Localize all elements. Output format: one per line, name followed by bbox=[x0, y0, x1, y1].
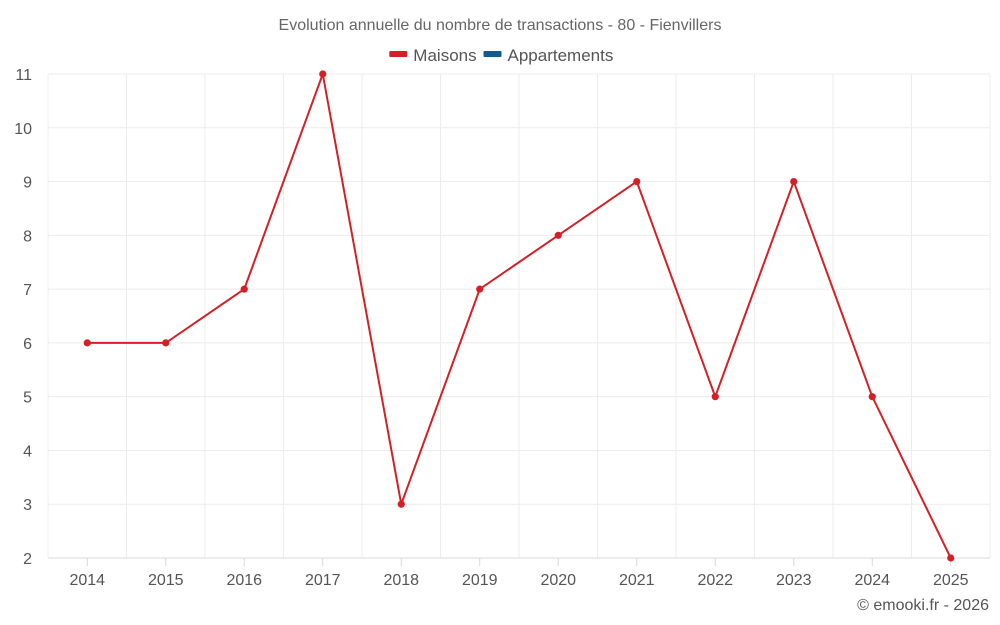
y-tick-label: 6 bbox=[23, 336, 32, 353]
legend-item-maisons[interactable]: Maisons bbox=[389, 46, 477, 65]
x-tick-label: 2019 bbox=[462, 572, 498, 589]
x-tick-label: 2015 bbox=[148, 572, 184, 589]
legend: Maisons Appartements bbox=[389, 46, 613, 65]
y-tick-label: 4 bbox=[23, 443, 32, 460]
y-tick-label: 5 bbox=[23, 390, 32, 407]
chart-title: Evolution annuelle du nombre de transact… bbox=[279, 17, 722, 34]
x-tick-label: 2020 bbox=[540, 572, 576, 589]
x-tick-label: 2025 bbox=[933, 572, 969, 589]
data-point[interactable] bbox=[162, 339, 170, 347]
grid bbox=[47, 73, 991, 558]
data-point[interactable] bbox=[319, 70, 327, 78]
data-point[interactable] bbox=[83, 339, 91, 347]
axes: 2 3 4 5 6 7 8 9 10 11 2014 2015 2016 2017 2018 2019 2020… bbox=[14, 67, 990, 589]
data-point[interactable] bbox=[711, 393, 719, 401]
x-tick-label: 2023 bbox=[776, 572, 812, 589]
x-tick-label: 2017 bbox=[305, 572, 341, 589]
x-tick-label: 2021 bbox=[619, 572, 655, 589]
y-tick-label: 10 bbox=[14, 121, 32, 138]
legend-label: Appartements bbox=[508, 46, 614, 65]
y-tick-label: 3 bbox=[23, 497, 32, 514]
y-tick-label: 9 bbox=[23, 175, 32, 192]
legend-item-appartements[interactable]: Appartements bbox=[483, 46, 614, 65]
y-tick-label: 2 bbox=[23, 551, 32, 568]
credit-text: © emooki.fr - 2026 bbox=[857, 597, 989, 614]
y-tick-label: 8 bbox=[23, 228, 32, 245]
x-tick-label: 2024 bbox=[854, 572, 890, 589]
data-point[interactable] bbox=[554, 231, 562, 239]
data-point[interactable] bbox=[633, 177, 641, 186]
y-tick-label: 7 bbox=[23, 282, 32, 299]
legend-swatch bbox=[483, 51, 502, 57]
data-point[interactable] bbox=[397, 500, 405, 508]
data-point[interactable] bbox=[790, 177, 798, 186]
x-tick-label: 2018 bbox=[383, 572, 419, 589]
series bbox=[83, 70, 955, 562]
x-tick-label: 2016 bbox=[226, 572, 262, 589]
legend-label: Maisons bbox=[413, 46, 476, 65]
series-line-maisons bbox=[87, 70, 952, 559]
y-tick-label: 11 bbox=[15, 67, 32, 84]
data-point[interactable] bbox=[868, 393, 876, 401]
data-point[interactable] bbox=[947, 554, 955, 562]
legend-swatch bbox=[389, 51, 408, 57]
data-point[interactable] bbox=[476, 285, 484, 293]
x-tick-label: 2014 bbox=[69, 572, 105, 589]
x-tick-label: 2022 bbox=[697, 572, 733, 589]
data-point[interactable] bbox=[240, 285, 248, 293]
